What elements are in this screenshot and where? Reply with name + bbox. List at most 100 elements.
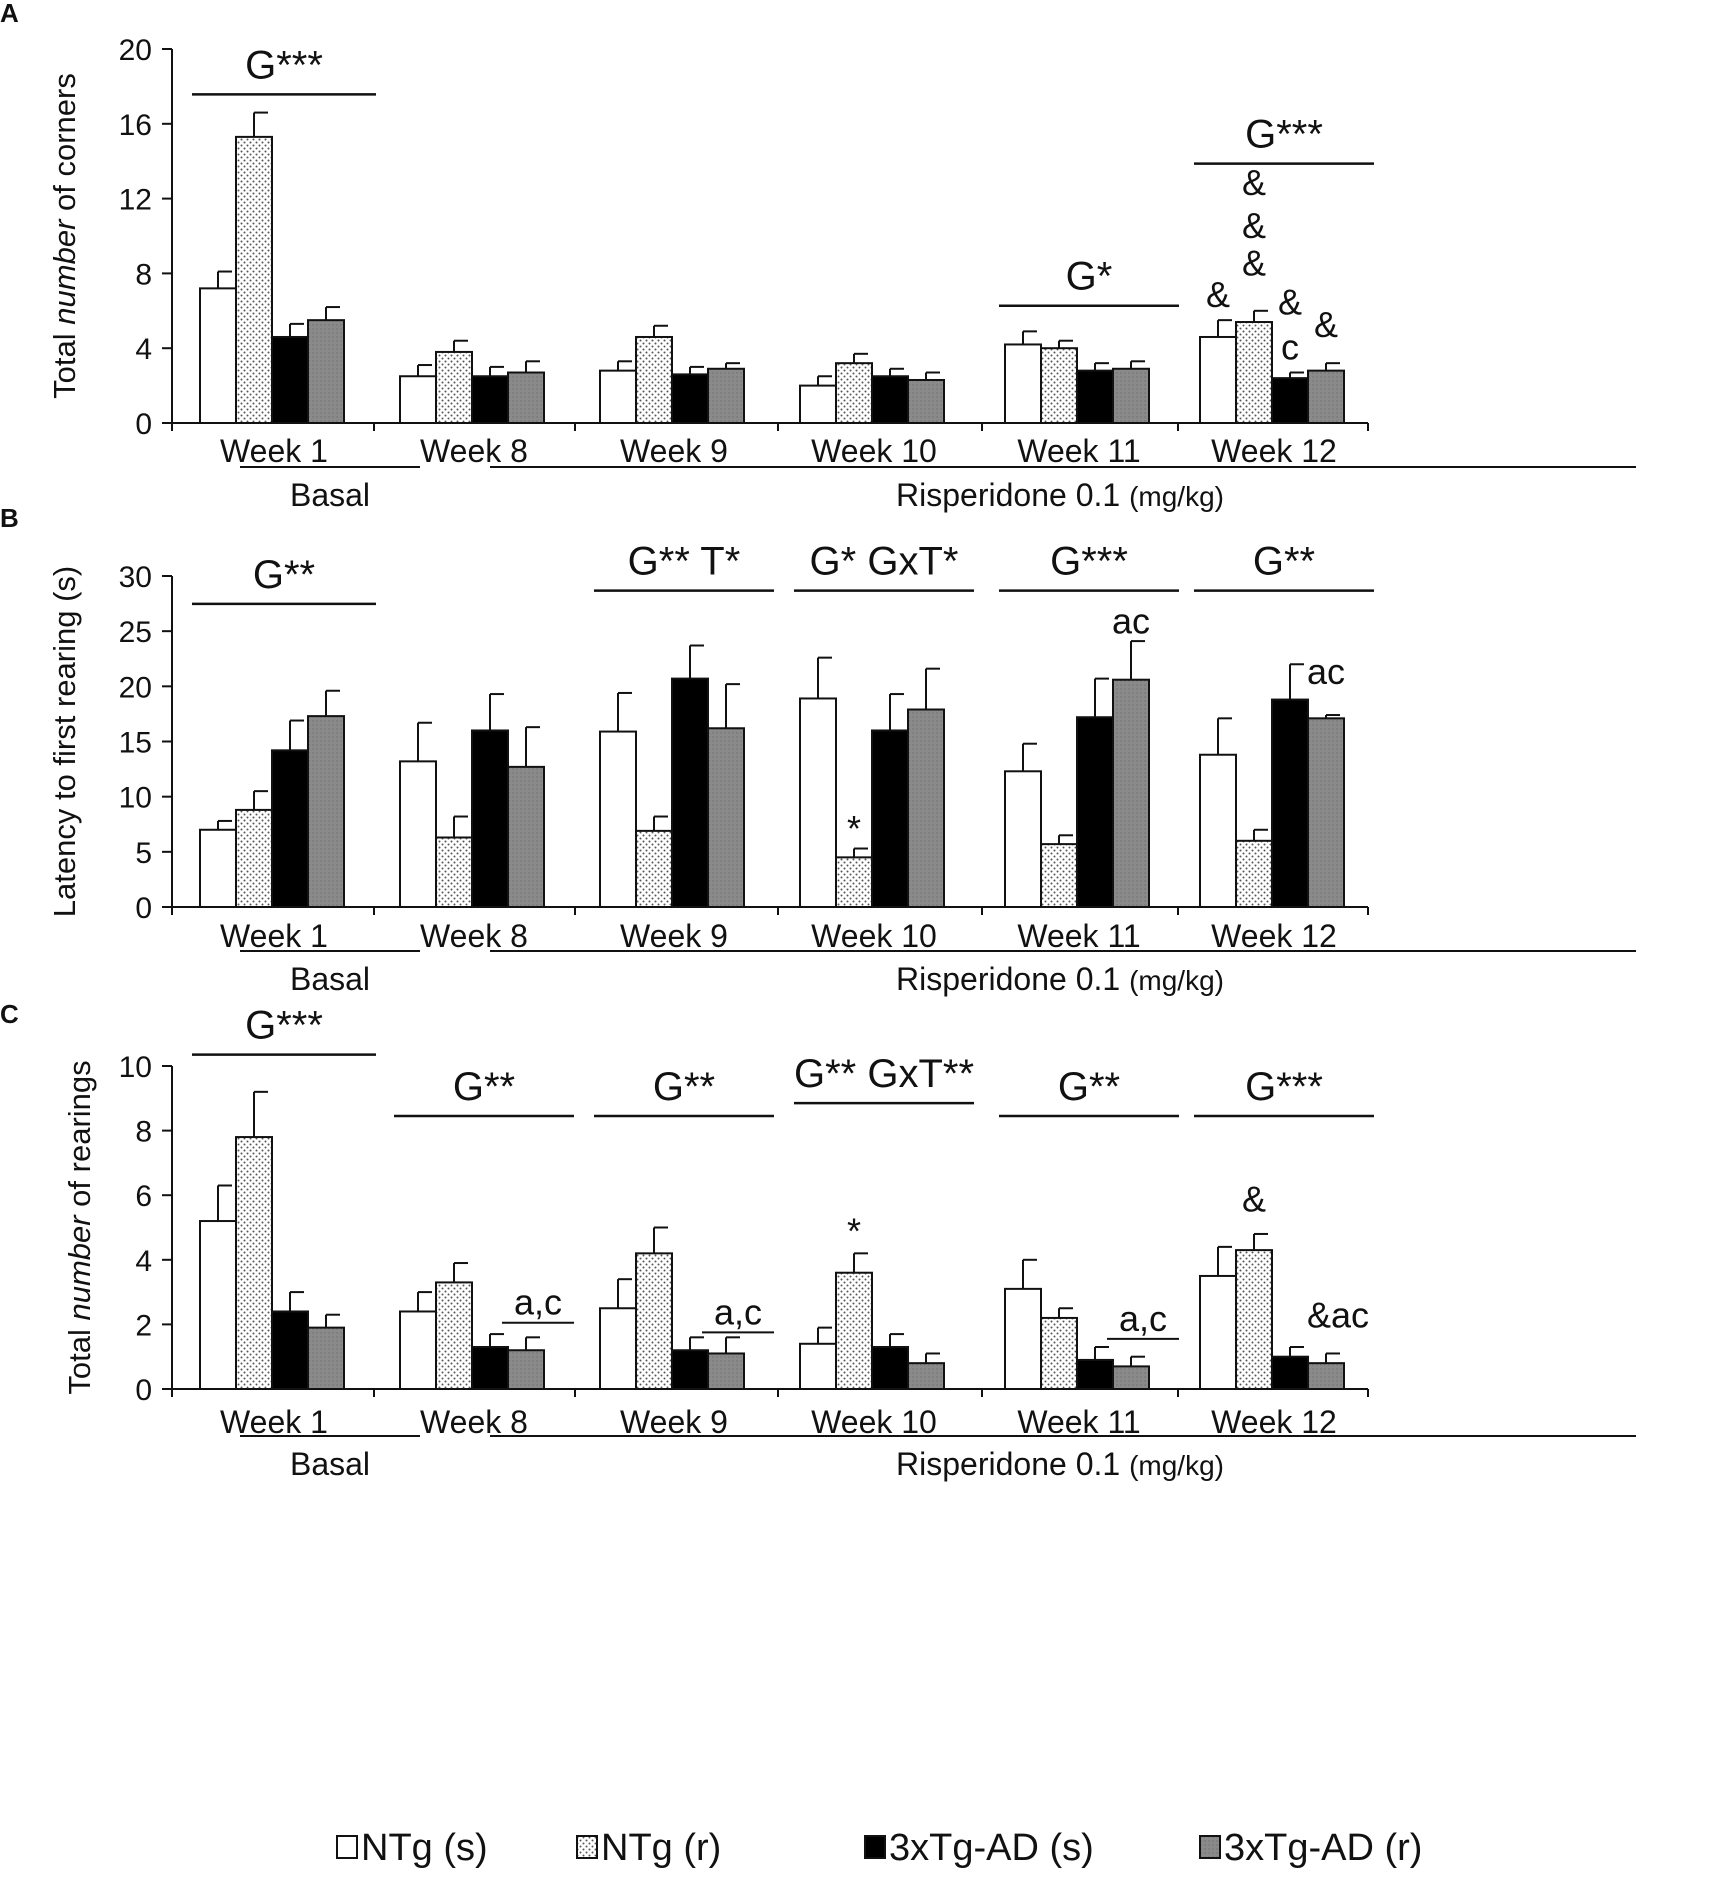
- legend-item-3xtg-r: 3xTg-AD (r): [1199, 1827, 1422, 1869]
- y-tick-label: 0: [135, 408, 152, 441]
- y-tick-label: 4: [135, 333, 152, 366]
- bar-annotation: a,c: [714, 1291, 762, 1332]
- bar-ntg-r: [435, 350, 473, 424]
- bar-3xtg-s: [871, 375, 909, 424]
- week-label: Week 9: [620, 433, 728, 469]
- bar-annotation: *: [847, 808, 861, 849]
- bar-ntg-s: [1199, 1274, 1237, 1390]
- week-label: Week 11: [1017, 1404, 1140, 1440]
- bar-3xtg-r: [1307, 1362, 1345, 1391]
- bar-annotation: &: [1278, 282, 1302, 323]
- bar-3xtg-r: [307, 319, 345, 424]
- significance-label: G***: [245, 1004, 323, 1048]
- bar-annotation: c: [1281, 326, 1299, 367]
- bar-3xtg-s: [471, 729, 509, 909]
- bar-ntg-r: [1040, 347, 1078, 425]
- bar-ntg-r: [635, 829, 673, 908]
- basal-label: Basal: [290, 1446, 370, 1482]
- week-label: Week 12: [1211, 433, 1337, 469]
- bar-3xtg-r: [507, 371, 545, 425]
- bar-3xtg-r: [1112, 1365, 1150, 1391]
- bar-3xtg-s: [671, 373, 709, 425]
- panel-letter: B: [0, 503, 19, 533]
- bar-ntg-s: [1199, 753, 1237, 908]
- bar-annotation: a,c: [514, 1282, 562, 1323]
- bar-3xtg-s: [471, 1346, 509, 1391]
- y-tick-label: 5: [135, 837, 152, 870]
- y-tick-label: 10: [119, 782, 152, 815]
- bar-ntg-r: [835, 1271, 873, 1390]
- bar-3xtg-r: [907, 708, 945, 909]
- week-label: Week 12: [1211, 1404, 1337, 1440]
- bar-annotation: &: [1242, 242, 1266, 283]
- week-label: Week 1: [220, 433, 328, 469]
- bar-3xtg-r: [307, 715, 345, 909]
- legend-item-ntg-s: NTg (s): [336, 1827, 488, 1869]
- bar-3xtg-s: [271, 1310, 309, 1390]
- legend-swatch: [1199, 1835, 1221, 1859]
- bar-annotation: ac: [1307, 651, 1345, 692]
- legend-item-ntg-r: NTg (r): [576, 1827, 721, 1869]
- bar-ntg-r: [435, 1281, 473, 1391]
- bar-ntg-s: [799, 697, 837, 908]
- bar-ntg-s: [199, 287, 237, 424]
- bar-ntg-r: [235, 1136, 273, 1391]
- y-tick-label: 15: [119, 727, 152, 760]
- bar-3xtg-s: [1271, 1355, 1309, 1390]
- bar-3xtg-r: [907, 378, 945, 424]
- bar-ntg-s: [599, 1307, 637, 1390]
- y-tick-label: 20: [119, 34, 152, 67]
- bar-annotation: &: [1314, 304, 1338, 345]
- week-label: Week 11: [1017, 918, 1140, 954]
- bar-annotation: &: [1242, 205, 1266, 246]
- y-tick-label: 8: [135, 258, 152, 291]
- bar-ntg-s: [399, 1310, 437, 1390]
- significance-label: G***: [245, 43, 323, 87]
- significance-label: G***: [1050, 540, 1128, 584]
- week-label: Week 8: [420, 1404, 528, 1440]
- bar-ntg-r: [235, 135, 273, 424]
- bar-annotation: a,c: [1119, 1298, 1167, 1339]
- bar-3xtg-r: [1112, 367, 1150, 424]
- bar-3xtg-r: [1112, 678, 1150, 908]
- bar-3xtg-s: [671, 677, 709, 908]
- significance-label: G**: [453, 1065, 515, 1109]
- bar-ntg-s: [599, 730, 637, 908]
- y-tick-label: 30: [119, 561, 152, 594]
- y-tick-label: 25: [119, 616, 152, 649]
- bar-ntg-r: [835, 856, 873, 908]
- bar-3xtg-s: [1076, 716, 1114, 909]
- bar-3xtg-s: [1271, 377, 1309, 424]
- y-tick-label: 2: [135, 1309, 152, 1342]
- bar-ntg-r: [1040, 1316, 1078, 1390]
- bar-annotation: &ac: [1307, 1295, 1369, 1336]
- significance-label: G**: [253, 553, 315, 597]
- significance-label: G**: [1253, 540, 1315, 584]
- significance-label: G** T*: [628, 540, 741, 584]
- bar-ntg-r: [635, 335, 673, 425]
- week-label: Week 1: [220, 918, 328, 954]
- week-label: Week 8: [420, 918, 528, 954]
- bar-3xtg-r: [1307, 717, 1345, 909]
- panel-letter: A: [0, 0, 19, 28]
- panel-b: B 0 5 10 15 20 25 30 Latency to first rearing (s…: [0, 503, 1636, 997]
- treatment-label: Risperidone 0.1 (mg/kg): [896, 961, 1224, 997]
- y-tick-label: 16: [119, 109, 152, 142]
- bar-ntg-s: [1004, 770, 1042, 908]
- significance-label: G**: [653, 1065, 715, 1109]
- legend-label: 3xTg-AD (s): [889, 1827, 1094, 1869]
- bar-3xtg-r: [707, 727, 745, 909]
- significance-label: G***: [1245, 1065, 1323, 1109]
- bar-3xtg-s: [1076, 369, 1114, 425]
- bar-annotation: &: [1242, 162, 1266, 203]
- bar-ntg-s: [1004, 343, 1042, 424]
- bar-3xtg-s: [871, 729, 909, 909]
- bar-3xtg-s: [471, 375, 509, 424]
- week-label: Week 12: [1211, 918, 1337, 954]
- week-label: Week 11: [1017, 433, 1140, 469]
- bar-3xtg-s: [271, 335, 309, 425]
- y-tick-label: 4: [135, 1245, 152, 1278]
- legend-label: NTg (r): [601, 1827, 721, 1869]
